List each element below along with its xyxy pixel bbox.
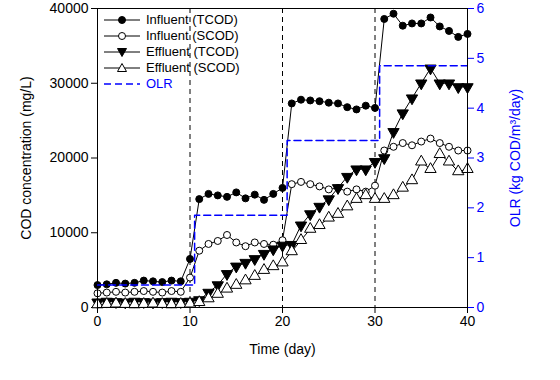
svg-text:5: 5 <box>477 50 485 66</box>
svg-text:1: 1 <box>477 249 485 265</box>
svg-text:10000: 10000 <box>50 224 89 240</box>
svg-text:30000: 30000 <box>50 75 89 91</box>
html-text:Influent (SCOD): Influent (SCOD) <box>146 28 239 43</box>
svg-text:10: 10 <box>182 313 198 329</box>
svg-text:20: 20 <box>275 313 291 329</box>
svg-text:Time (day): Time (day) <box>249 341 315 357</box>
svg-text:20000: 20000 <box>50 149 89 165</box>
svg-text:40000: 40000 <box>50 0 89 16</box>
svg-text:0: 0 <box>81 299 89 315</box>
svg-text:0: 0 <box>94 313 102 329</box>
svg-text:3: 3 <box>477 149 485 165</box>
svg-text:OLR (kg COD/m³/day): OLR (kg COD/m³/day) <box>507 89 523 227</box>
svg-text:6: 6 <box>477 0 485 16</box>
svg-text:30: 30 <box>367 313 383 329</box>
svg-text:4: 4 <box>477 100 485 116</box>
html-text:Effluent (TCOD): Effluent (TCOD) <box>146 44 239 59</box>
svg-text:COD concentration (mg/L): COD concentration (mg/L) <box>18 76 34 239</box>
svg-text:40: 40 <box>460 313 476 329</box>
html-text:Effluent (SCOD): Effluent (SCOD) <box>146 60 240 75</box>
svg-text:2: 2 <box>477 199 485 215</box>
html-text:OLR: OLR <box>146 76 173 91</box>
svg-text:0: 0 <box>477 299 485 315</box>
html-text:Influent (TCOD): Influent (TCOD) <box>146 12 238 27</box>
